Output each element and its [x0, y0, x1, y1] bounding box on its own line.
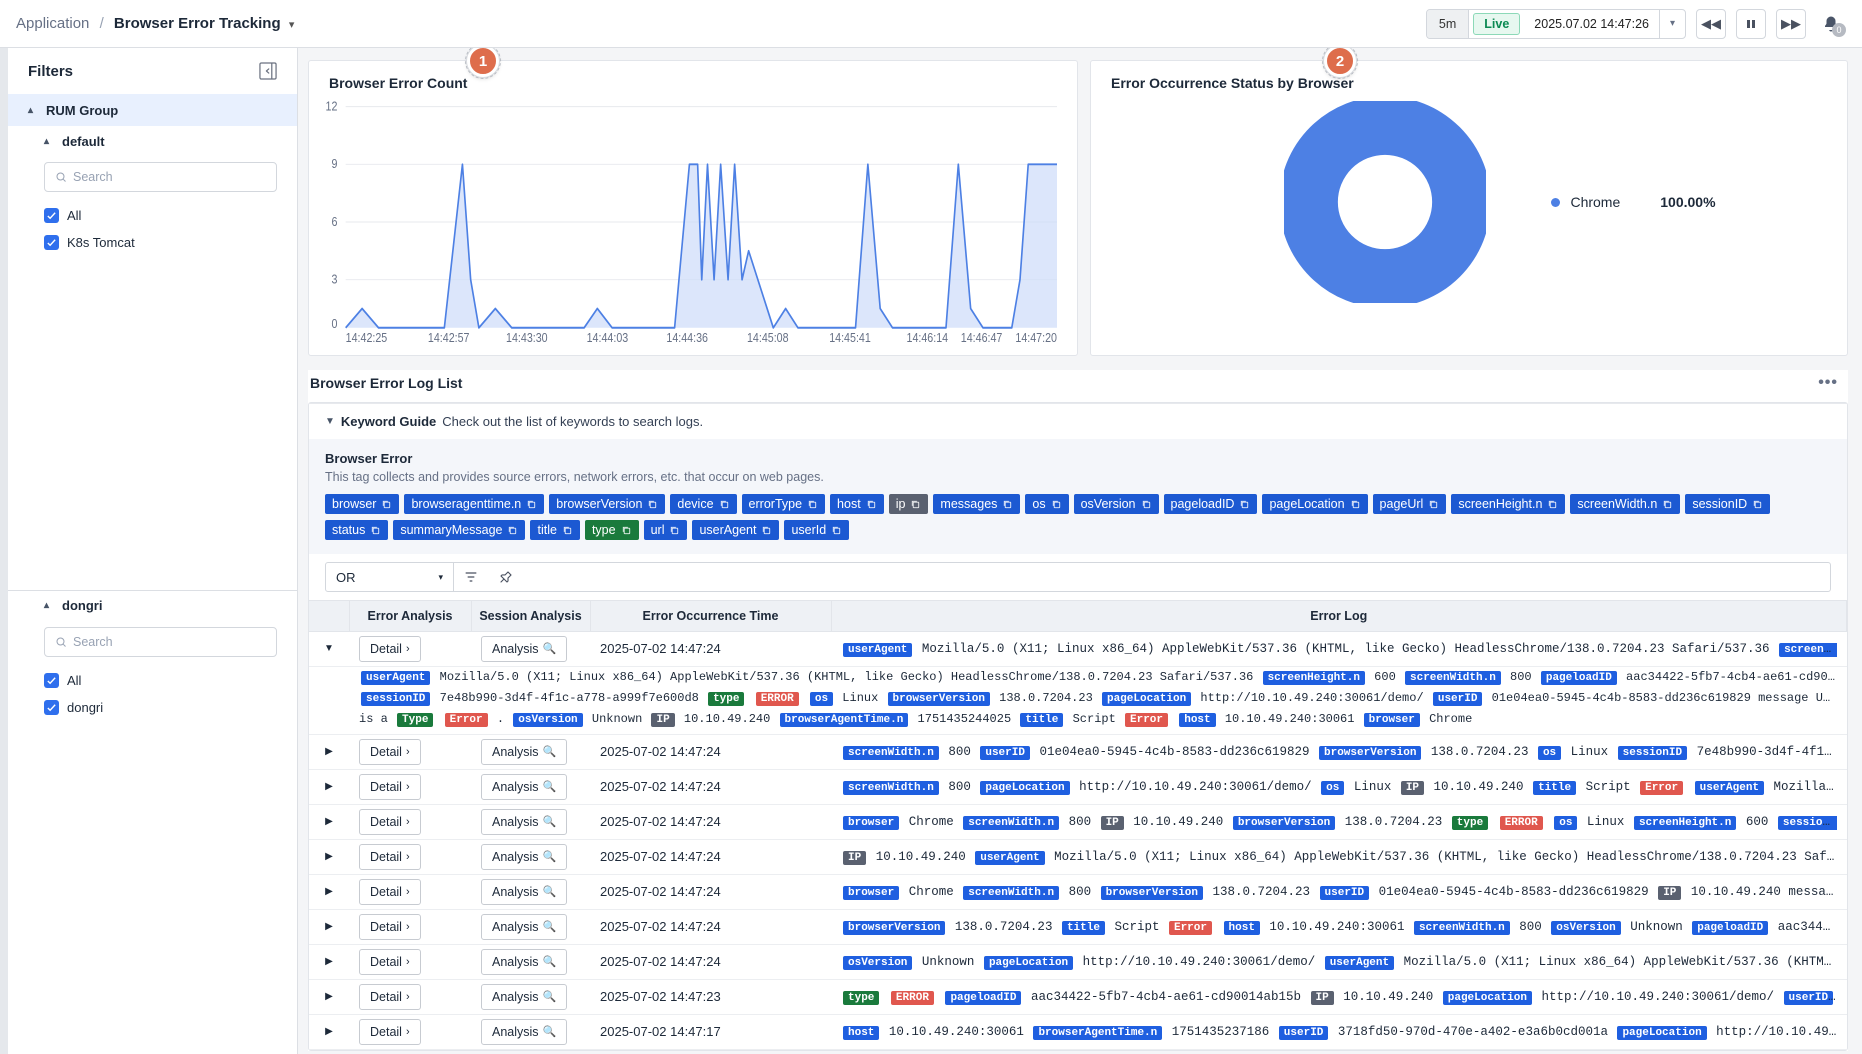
- svg-text:14:42:25: 14:42:25: [346, 331, 388, 345]
- svg-text:6: 6: [332, 215, 338, 229]
- svg-text:14:47:20: 14:47:20: [1015, 331, 1057, 345]
- svg-text:0: 0: [332, 317, 338, 331]
- svg-text:14:43:30: 14:43:30: [506, 331, 548, 345]
- svg-text:14:42:57: 14:42:57: [428, 331, 470, 345]
- svg-text:14:46:14: 14:46:14: [907, 331, 949, 345]
- svg-text:14:44:03: 14:44:03: [587, 331, 629, 345]
- svg-text:14:46:47: 14:46:47: [961, 331, 1003, 345]
- svg-text:12: 12: [326, 100, 338, 114]
- svg-text:9: 9: [332, 157, 338, 171]
- svg-text:3: 3: [332, 273, 338, 287]
- svg-text:14:45:41: 14:45:41: [829, 331, 871, 345]
- svg-text:14:44:36: 14:44:36: [666, 331, 708, 345]
- svg-text:14:45:08: 14:45:08: [747, 331, 789, 345]
